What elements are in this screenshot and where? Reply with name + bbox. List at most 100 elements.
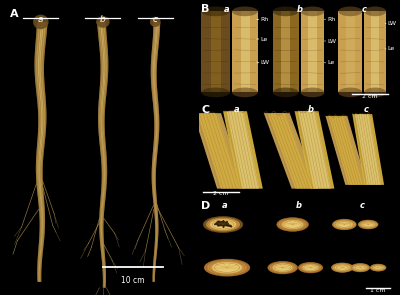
Ellipse shape bbox=[273, 6, 298, 16]
Ellipse shape bbox=[338, 6, 362, 16]
Text: LW: LW bbox=[387, 21, 396, 26]
Ellipse shape bbox=[360, 221, 377, 228]
Ellipse shape bbox=[273, 88, 298, 97]
Bar bbox=[281, 11, 290, 92]
Ellipse shape bbox=[335, 265, 350, 271]
Ellipse shape bbox=[364, 6, 386, 16]
Polygon shape bbox=[153, 22, 158, 282]
Ellipse shape bbox=[201, 88, 230, 97]
Text: 1 cm: 1 cm bbox=[370, 288, 386, 293]
Text: B: B bbox=[201, 4, 210, 14]
Ellipse shape bbox=[364, 88, 386, 97]
Ellipse shape bbox=[204, 259, 250, 276]
Text: LW: LW bbox=[328, 39, 336, 43]
Polygon shape bbox=[38, 22, 44, 282]
Text: 2 cm: 2 cm bbox=[213, 191, 229, 196]
Ellipse shape bbox=[203, 216, 243, 233]
Text: c: c bbox=[364, 105, 369, 114]
Bar bbox=[201, 11, 230, 92]
Bar bbox=[273, 11, 298, 92]
Polygon shape bbox=[97, 22, 103, 288]
Ellipse shape bbox=[370, 264, 386, 271]
Polygon shape bbox=[41, 22, 48, 282]
Text: Rh: Rh bbox=[261, 17, 269, 22]
Ellipse shape bbox=[298, 262, 323, 273]
Text: C: C bbox=[201, 105, 209, 114]
Polygon shape bbox=[295, 111, 334, 189]
Ellipse shape bbox=[338, 88, 362, 97]
Polygon shape bbox=[214, 221, 232, 227]
Text: A: A bbox=[10, 9, 18, 19]
Ellipse shape bbox=[302, 264, 318, 271]
Ellipse shape bbox=[300, 263, 321, 272]
Ellipse shape bbox=[210, 219, 236, 230]
Polygon shape bbox=[227, 111, 259, 189]
Ellipse shape bbox=[333, 264, 352, 272]
Polygon shape bbox=[193, 113, 245, 189]
Ellipse shape bbox=[336, 221, 352, 228]
Text: a: a bbox=[234, 105, 240, 114]
Polygon shape bbox=[329, 116, 364, 185]
Ellipse shape bbox=[332, 219, 356, 230]
Bar bbox=[232, 11, 258, 92]
Text: a: a bbox=[38, 15, 44, 24]
Polygon shape bbox=[298, 111, 331, 189]
Ellipse shape bbox=[352, 264, 368, 271]
Ellipse shape bbox=[371, 265, 385, 271]
Ellipse shape bbox=[332, 263, 353, 272]
Text: Le: Le bbox=[387, 46, 394, 51]
Text: Le: Le bbox=[261, 37, 268, 42]
Bar bbox=[211, 11, 221, 92]
Text: c: c bbox=[153, 15, 158, 24]
Polygon shape bbox=[34, 22, 40, 282]
Text: 2 cm: 2 cm bbox=[362, 94, 378, 99]
Polygon shape bbox=[97, 22, 108, 288]
Ellipse shape bbox=[300, 6, 324, 16]
Bar bbox=[372, 11, 379, 92]
Polygon shape bbox=[326, 116, 367, 185]
Polygon shape bbox=[355, 114, 381, 185]
Ellipse shape bbox=[273, 263, 292, 272]
Ellipse shape bbox=[277, 218, 308, 231]
Ellipse shape bbox=[351, 263, 370, 272]
Ellipse shape bbox=[201, 6, 230, 16]
Ellipse shape bbox=[300, 88, 324, 97]
Polygon shape bbox=[264, 113, 318, 189]
Text: c: c bbox=[360, 201, 365, 209]
Text: D: D bbox=[201, 201, 210, 211]
Ellipse shape bbox=[268, 261, 298, 274]
Ellipse shape bbox=[282, 220, 303, 229]
Text: Rh: Rh bbox=[328, 17, 336, 22]
Ellipse shape bbox=[279, 219, 306, 230]
Text: a: a bbox=[224, 5, 230, 14]
Polygon shape bbox=[34, 22, 48, 282]
Ellipse shape bbox=[334, 220, 354, 229]
Bar bbox=[308, 11, 317, 92]
Polygon shape bbox=[103, 22, 108, 288]
Bar bbox=[300, 11, 324, 92]
Ellipse shape bbox=[373, 265, 383, 270]
Polygon shape bbox=[352, 114, 384, 185]
Polygon shape bbox=[223, 111, 263, 189]
Text: 10 cm: 10 cm bbox=[121, 276, 145, 285]
Ellipse shape bbox=[208, 260, 246, 275]
Bar bbox=[338, 11, 362, 92]
Ellipse shape bbox=[354, 265, 366, 271]
Text: c: c bbox=[362, 5, 367, 14]
Ellipse shape bbox=[358, 220, 378, 229]
Text: LW: LW bbox=[261, 60, 270, 65]
Ellipse shape bbox=[212, 262, 242, 273]
Polygon shape bbox=[100, 22, 105, 288]
Text: b: b bbox=[100, 15, 106, 24]
Ellipse shape bbox=[150, 17, 160, 27]
Text: b: b bbox=[308, 105, 314, 114]
Text: Le: Le bbox=[328, 60, 335, 65]
Polygon shape bbox=[151, 22, 160, 282]
Text: b: b bbox=[296, 5, 302, 14]
Text: b: b bbox=[296, 201, 302, 209]
Ellipse shape bbox=[33, 15, 48, 29]
Ellipse shape bbox=[270, 262, 295, 273]
Ellipse shape bbox=[232, 6, 258, 16]
Polygon shape bbox=[154, 22, 160, 282]
Bar bbox=[346, 11, 354, 92]
